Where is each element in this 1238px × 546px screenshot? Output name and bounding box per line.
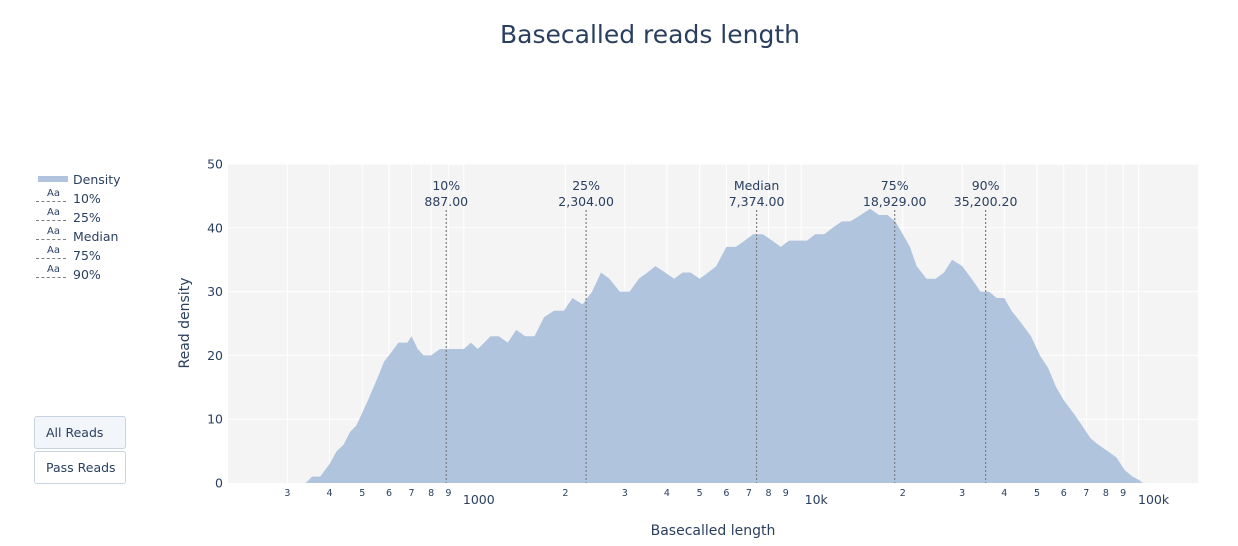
x-axis-ticks: 3 4 5 6 7 8 9 1000 2 3 4 5 6 7 8 9 10k 2 3 4 5 6 7 8 9 100k xyxy=(284,488,1170,507)
marker-name: 25% xyxy=(572,178,600,193)
x-tick-label-minor: 8 xyxy=(765,488,771,499)
marker-name: Median xyxy=(734,178,779,193)
legend-item-median[interactable]: Aa Median xyxy=(36,226,121,246)
legend-label: 10% xyxy=(73,191,101,206)
dashed-line-swatch xyxy=(36,201,66,202)
y-tick-label: 30 xyxy=(207,284,223,299)
marker-name: 75% xyxy=(881,178,909,193)
x-tick-label-minor: 6 xyxy=(723,488,729,499)
legend-label: 90% xyxy=(73,267,101,282)
dashed-line-swatch xyxy=(36,220,66,221)
x-tick-label-minor: 2 xyxy=(900,488,906,499)
x-tick-label-minor: 7 xyxy=(409,488,415,499)
legend-item-10pct[interactable]: Aa 10% xyxy=(36,188,121,208)
marker-value: 7,374.00 xyxy=(729,194,785,209)
legend-item-density[interactable]: Density xyxy=(36,170,121,189)
y-axis-ticks: 0 10 20 30 40 50 xyxy=(207,157,223,491)
x-tick-label-major: 100k xyxy=(1138,492,1170,507)
x-tick-label-minor: 3 xyxy=(622,488,628,499)
x-tick-label-minor: 8 xyxy=(1103,488,1109,499)
x-tick-label-minor: 2 xyxy=(562,488,568,499)
chart-title: Basecalled reads length xyxy=(500,20,800,49)
x-tick-label-minor: 6 xyxy=(1061,488,1067,499)
y-tick-label: 50 xyxy=(207,157,223,172)
x-tick-label-minor: 9 xyxy=(783,488,789,499)
text-symbol: Aa xyxy=(47,188,60,199)
marker-value: 2,304.00 xyxy=(558,194,614,209)
x-tick-label-minor: 3 xyxy=(284,488,290,499)
y-tick-label: 0 xyxy=(215,476,223,491)
x-axis-label: Basecalled length xyxy=(651,523,776,539)
y-tick-label: 20 xyxy=(207,348,223,363)
text-symbol: Aa xyxy=(47,226,60,237)
all-reads-button[interactable]: All Reads xyxy=(34,416,126,449)
density-swatch xyxy=(38,176,68,182)
x-tick-label-minor: 5 xyxy=(359,488,365,499)
density-area[interactable] xyxy=(305,208,1143,483)
x-tick-label-minor: 7 xyxy=(1083,488,1089,499)
dashed-line-swatch xyxy=(36,277,66,278)
marker-value: 887.00 xyxy=(424,194,468,209)
marker-name: 10% xyxy=(432,178,460,193)
marker-name: 90% xyxy=(972,178,1000,193)
pass-reads-button[interactable]: Pass Reads xyxy=(34,451,126,484)
legend-label: Density xyxy=(73,172,121,187)
x-tick-label-minor: 9 xyxy=(1120,488,1126,499)
legend-label: 25% xyxy=(73,210,101,225)
text-symbol: Aa xyxy=(47,264,60,275)
legend-item-75pct[interactable]: Aa 75% xyxy=(36,245,121,265)
marker-value: 18,929.00 xyxy=(863,194,927,209)
legend-item-90pct[interactable]: Aa 90% xyxy=(36,264,121,284)
x-tick-label-minor: 8 xyxy=(428,488,434,499)
legend-item-25pct[interactable]: Aa 25% xyxy=(36,207,121,227)
text-symbol: Aa xyxy=(47,245,60,256)
x-tick-label-minor: 5 xyxy=(697,488,703,499)
legend-label: 75% xyxy=(73,248,101,263)
x-tick-label-major: 1000 xyxy=(463,492,495,507)
x-tick-label-minor: 4 xyxy=(1001,488,1007,499)
y-tick-label: 40 xyxy=(207,220,223,235)
text-symbol: Aa xyxy=(47,207,60,218)
x-tick-label-minor: 9 xyxy=(445,488,451,499)
x-tick-label-minor: 4 xyxy=(327,488,333,499)
x-tick-label-major: 10k xyxy=(805,492,829,507)
dashed-line-swatch xyxy=(36,258,66,259)
dashed-line-swatch xyxy=(36,239,66,240)
legend-label: Median xyxy=(73,229,119,244)
y-axis-label: Read density xyxy=(177,278,193,369)
x-tick-label-minor: 7 xyxy=(746,488,752,499)
legend: Density Aa 10% Aa 25% Aa Median Aa 75% A… xyxy=(36,170,121,284)
x-tick-label-minor: 4 xyxy=(664,488,670,499)
x-tick-label-minor: 6 xyxy=(386,488,392,499)
x-tick-label-minor: 3 xyxy=(959,488,965,499)
y-tick-label: 10 xyxy=(207,412,223,427)
marker-value: 35,200.20 xyxy=(954,194,1018,209)
x-tick-label-minor: 5 xyxy=(1034,488,1040,499)
